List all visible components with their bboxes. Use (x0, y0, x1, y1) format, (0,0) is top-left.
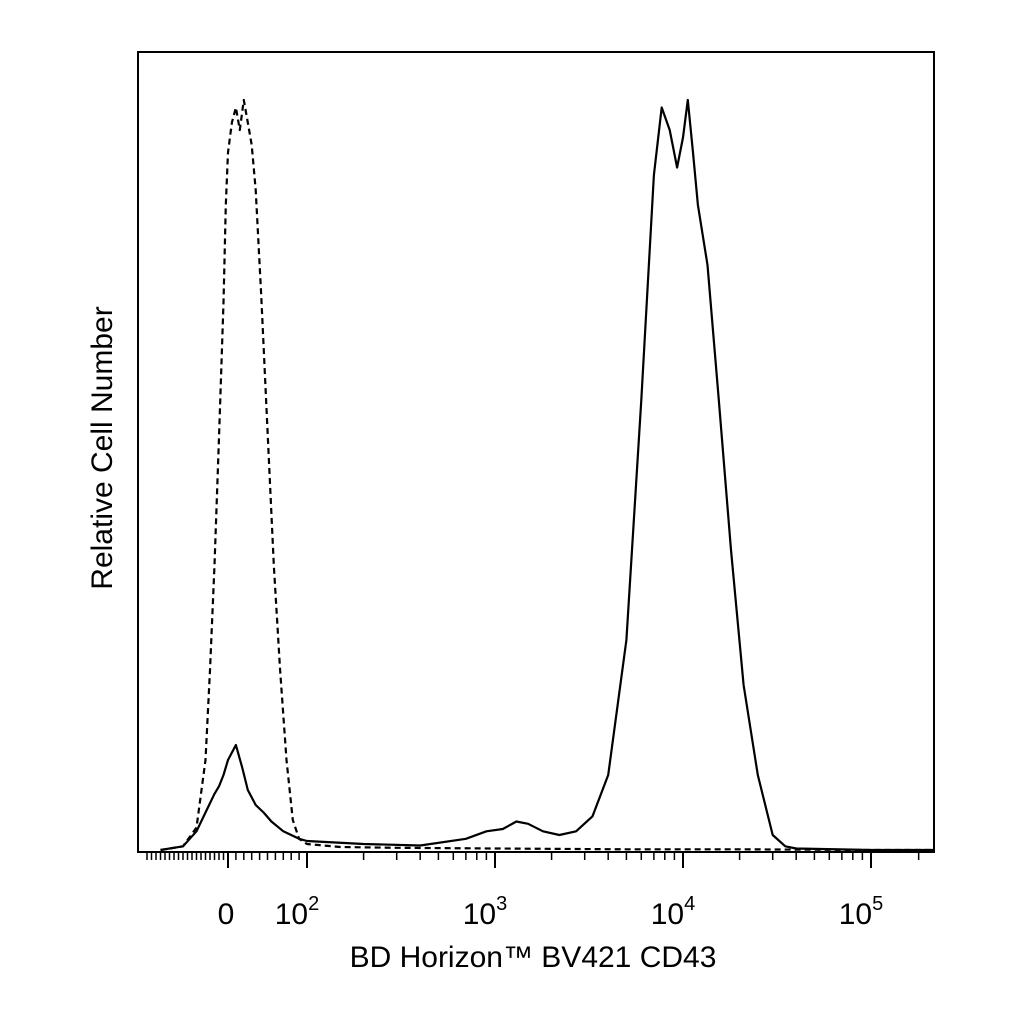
tick-exponent: 2 (308, 893, 319, 915)
tick-exponent: 3 (496, 893, 507, 915)
series-layer (160, 98, 934, 852)
tick-exponent: 5 (872, 893, 883, 915)
tick-base: 10 (651, 898, 684, 931)
x-minor-ticks (146, 852, 920, 860)
tick-base: 10 (275, 898, 308, 931)
x-tick-labels: 0 102 103 104 105 (218, 893, 884, 931)
x-tick-label: 103 (463, 893, 508, 931)
x-tick-label: 104 (651, 893, 696, 931)
series-line-dashed (160, 98, 934, 852)
x-tick-label: 0 (218, 898, 235, 931)
x-tick-label: 105 (839, 893, 884, 931)
tick-exponent: 4 (684, 893, 695, 915)
x-major-ticks (227, 852, 872, 868)
plot-frame (137, 51, 935, 853)
x-tick-label: 102 (275, 893, 320, 931)
x-axis-label: BD Horizon™ BV421 CD43 (350, 941, 717, 974)
tick-base: 10 (463, 898, 496, 931)
series-line-solid (160, 98, 934, 852)
tick-base: 10 (839, 898, 872, 931)
y-axis-label: Relative Cell Number (86, 306, 119, 589)
